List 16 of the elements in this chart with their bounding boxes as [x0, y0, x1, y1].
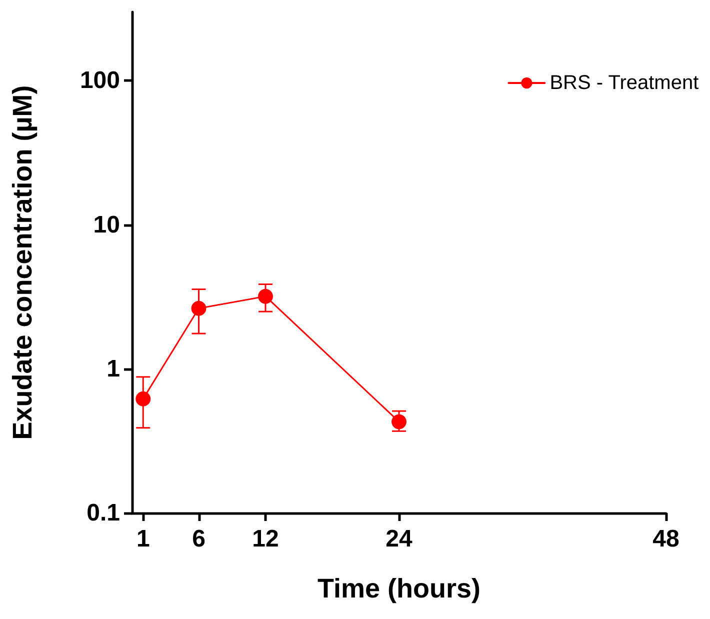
y-axis-title: Exudate concentration (µM) [8, 85, 38, 440]
y-tick-label: 100 [80, 67, 120, 94]
x-axis-title: Time (hours) [317, 574, 481, 604]
y-tick-label: 10 [93, 211, 120, 238]
x-tick-label: 1 [136, 526, 150, 552]
legend-label: BRS - Treatment [550, 72, 700, 94]
point [136, 391, 151, 406]
y-tick-label: 0.1 [86, 500, 120, 526]
x-tick-label: 12 [252, 526, 279, 552]
point [258, 288, 273, 304]
y-tick-label: 1 [106, 355, 120, 382]
x-tick-label: 48 [652, 526, 680, 552]
point [392, 414, 406, 430]
x-tick-label: 6 [192, 526, 206, 552]
point [191, 300, 206, 316]
x-tick-label: 24 [386, 526, 413, 552]
